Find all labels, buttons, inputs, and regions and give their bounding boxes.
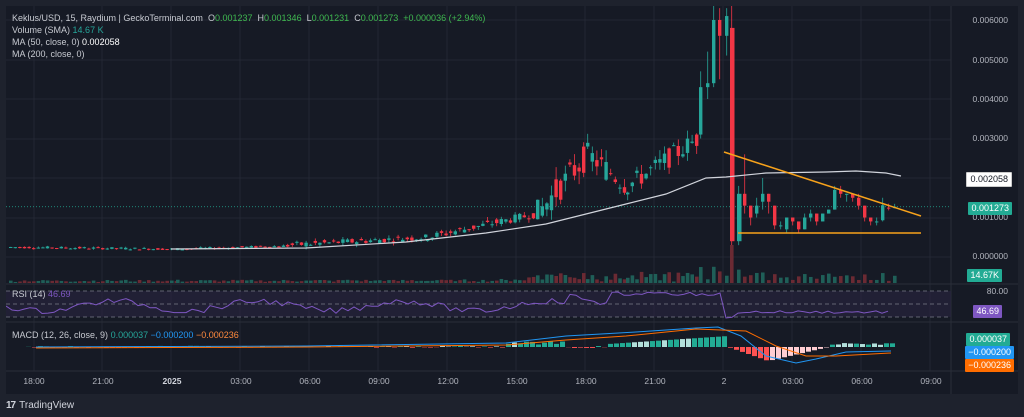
macd-label: MACD (12, 26, close, 9) (12, 330, 109, 340)
low-label: L (306, 13, 312, 23)
last-price-tag: 0.001273 (968, 202, 1012, 215)
ma50-label: MA (50, close, 0) (12, 37, 80, 47)
time-tick: 09:00 (920, 376, 942, 386)
price-tick: 0.005000 (972, 55, 1008, 65)
volume-value: 14.67 K (72, 25, 104, 35)
close-value: 0.001273 (360, 13, 399, 23)
time-tick: 12:00 (437, 376, 459, 386)
time-tick: 03:00 (782, 376, 804, 386)
volume-label: Volume (SMA) (12, 25, 71, 35)
chart-frame (6, 6, 1018, 394)
time-tick: 2025 (162, 376, 182, 386)
time-tick: 06:00 (299, 376, 321, 386)
ma50-price-tag: 0.002058 (966, 172, 1012, 187)
ma50-legend[interactable]: MA (50, close, 0) 0.002058 (12, 36, 120, 48)
price-tick: 0.003000 (972, 133, 1008, 143)
macd-legend[interactable]: MACD (12, 26, close, 9) 0.000037 −0.0002… (12, 329, 239, 341)
time-tick: 06:00 (851, 376, 873, 386)
ma200-legend[interactable]: MA (200, close, 0) (12, 48, 85, 60)
price-tick: 0.001000 (972, 212, 1008, 222)
volume-tag: 14.67K (967, 269, 1002, 282)
macd-line-tag: −0.000200 (965, 346, 1014, 359)
symbol-legend: Keklus/USD, 15, Raydium | GeckoTerminal.… (12, 12, 485, 24)
time-tick: 15:00 (506, 376, 528, 386)
tradingview-footer[interactable]: 17 TradingView (6, 400, 74, 411)
rsi-level-tick: 80.00 (986, 286, 1008, 296)
time-tick: 09:00 (368, 376, 390, 386)
low-value: 0.001231 (311, 13, 350, 23)
rsi-label: RSI (14) (12, 289, 46, 299)
high-value: 0.001346 (264, 13, 302, 23)
chart-canvas[interactable] (6, 6, 1018, 394)
time-tick: 21:00 (92, 376, 114, 386)
open-label: O (207, 13, 215, 23)
macd-hist-tag: 0.000037 (966, 333, 1010, 346)
rsi-legend[interactable]: RSI (14) 46.69 (12, 288, 71, 300)
macd-signal-tag: −0.000236 (965, 359, 1014, 372)
time-tick: 18:00 (575, 376, 597, 386)
time-tick: 03:00 (230, 376, 252, 386)
macd-hist-value: 0.000037 (110, 330, 149, 340)
rsi-tag: 46.69 (973, 305, 1002, 318)
price-tick: 0.004000 (972, 94, 1008, 104)
time-tick: 18:00 (23, 376, 45, 386)
brand-label: TradingView (19, 400, 75, 411)
volume-legend[interactable]: Volume (SMA) 14.67 K (12, 24, 104, 36)
ma200-label: MA (200, close, 0) (12, 49, 85, 59)
open-value: 0.001237 (214, 13, 253, 23)
macd-line-value: −0.000200 (150, 330, 194, 340)
price-tick: 0.000000 (972, 251, 1008, 261)
symbol-title: Keklus/USD, 15, Raydium | GeckoTerminal.… (12, 13, 203, 23)
rsi-value: 46.69 (48, 289, 71, 299)
close-label: C (354, 13, 361, 23)
tradingview-logo-icon: 17 (6, 400, 16, 411)
time-tick: 21:00 (644, 376, 666, 386)
change-value: +0.000036 (+2.94%) (403, 13, 486, 23)
high-label: H (257, 13, 265, 23)
time-tick: 2 (721, 376, 727, 386)
price-tick: 0.006000 (972, 15, 1008, 25)
macd-signal-value: −0.000236 (195, 330, 239, 340)
ma50-value: 0.002058 (82, 37, 120, 47)
